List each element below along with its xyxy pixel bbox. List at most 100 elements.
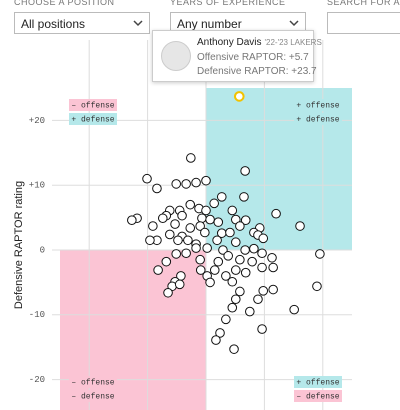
quadrant-label: – offense	[69, 99, 117, 111]
highlight-dot	[233, 91, 245, 102]
player-dot	[209, 265, 220, 275]
player-dot	[195, 265, 206, 275]
player-dot	[142, 173, 152, 184]
player-dot	[171, 249, 182, 259]
label-text: + defense	[71, 116, 114, 125]
player-dot	[221, 314, 231, 325]
player-dot	[181, 179, 191, 189]
chevron	[133, 20, 143, 27]
player-dot	[267, 252, 277, 263]
player-dot	[245, 306, 255, 317]
player-dot	[197, 213, 207, 224]
position-dropdown[interactable]: All positions	[14, 12, 150, 34]
team: '22-'23 LAKERS	[264, 38, 322, 47]
player-dot	[227, 205, 238, 216]
label-bg	[69, 113, 117, 125]
player-dot	[195, 221, 205, 231]
player-dot	[157, 213, 168, 224]
label-bg	[69, 390, 117, 402]
positive-region	[206, 88, 352, 250]
label-bg	[294, 390, 342, 402]
y-tick-label: -20	[29, 375, 45, 385]
player-dot	[268, 284, 278, 295]
offense-line: Offensive RAPTOR: +5.7	[197, 52, 309, 63]
player-dot	[191, 177, 201, 188]
player-dot	[164, 229, 175, 240]
filter-label: CHOOSE A POSITION	[14, 0, 115, 7]
name: Anthony Davis	[197, 37, 262, 48]
quadrant-label: + defense	[294, 113, 342, 125]
label-text: – defense	[71, 393, 114, 402]
player-dot	[240, 215, 251, 225]
search-input[interactable]	[327, 12, 400, 34]
player-dot	[218, 245, 228, 255]
player-dot	[200, 227, 210, 238]
label-text: + offense	[296, 102, 339, 111]
player-dot	[205, 214, 215, 225]
player-dot	[127, 215, 137, 225]
label-bg	[294, 376, 342, 388]
y-tick-label: 0	[40, 245, 45, 255]
player-dot	[183, 235, 193, 246]
player-dot	[170, 219, 180, 229]
player-dot	[249, 243, 259, 254]
player-dot	[185, 199, 196, 210]
player-dot	[253, 294, 263, 305]
label-bg	[69, 376, 117, 388]
dropdown-value: Any number	[177, 17, 242, 31]
player-name: Anthony Davis '22-'23 LAKERS	[197, 37, 322, 48]
player-dot	[315, 249, 325, 259]
player-dot	[191, 243, 201, 253]
player-dot	[215, 328, 225, 338]
player-dot	[229, 344, 239, 354]
chevron	[289, 20, 299, 27]
player-dot	[257, 262, 267, 273]
player-dot	[257, 248, 267, 259]
player-dot	[161, 256, 172, 267]
player-dot	[213, 217, 224, 227]
player-dot	[240, 267, 251, 278]
player-dot	[227, 276, 238, 287]
player-dot	[258, 233, 269, 244]
player-dot	[181, 248, 191, 259]
player-dot	[216, 192, 227, 202]
defense-line: Defensive RAPTOR: +23.7	[197, 66, 317, 77]
player-dot	[271, 208, 281, 219]
player-dot	[295, 221, 305, 231]
player-dot	[205, 277, 215, 288]
player-dot	[223, 251, 233, 261]
player-dot	[239, 192, 249, 202]
quadrant-label: + offense	[294, 376, 342, 388]
player-dot	[289, 304, 299, 315]
player-dot	[211, 335, 221, 345]
player-dot	[195, 254, 205, 265]
label-bg	[294, 99, 342, 111]
quadrant-label: – defense	[294, 390, 342, 402]
player-dot	[174, 279, 185, 290]
filter-label: YEARS OF EXPERIENCE	[170, 0, 286, 7]
player-dot	[240, 166, 250, 176]
player-dot	[258, 286, 269, 296]
player-dot	[230, 237, 241, 248]
player-dot	[152, 183, 162, 194]
player-dot	[173, 235, 183, 246]
player-dot	[221, 271, 231, 281]
y-axis-label: Defensive RAPTOR rating	[13, 181, 25, 309]
player-dot	[201, 205, 211, 216]
player-dot	[230, 294, 241, 305]
player-dot	[257, 324, 267, 334]
tooltip: Anthony Davis '22-'23 LAKERS Offensive RA…	[152, 30, 322, 82]
player-dot	[177, 210, 187, 221]
player-dot	[171, 179, 182, 189]
player-dot	[247, 256, 257, 267]
player-dot	[209, 198, 219, 209]
player-dot	[235, 221, 245, 231]
player-dot	[201, 175, 211, 186]
player-dot	[225, 227, 235, 238]
label-text: + defense	[296, 116, 339, 125]
player-dot	[153, 265, 163, 275]
player-dot	[235, 286, 245, 297]
player-dot	[230, 265, 241, 275]
